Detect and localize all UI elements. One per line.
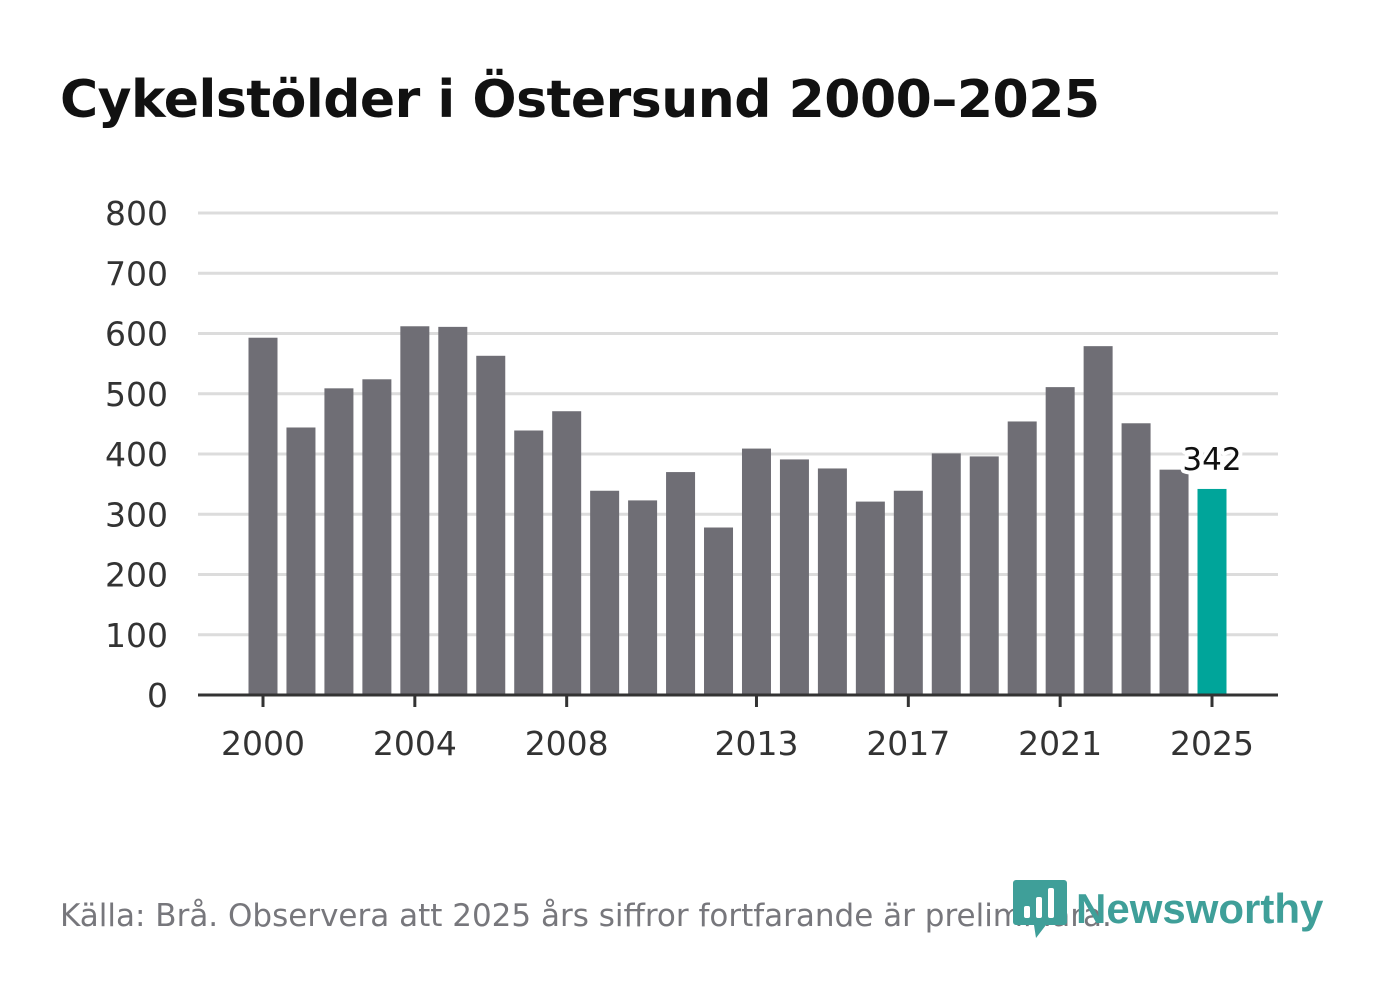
data-label-2025: 342 (1182, 442, 1241, 478)
x-tick-label-2008: 2008 (525, 724, 609, 763)
grid-lines (198, 211, 1278, 637)
bar-2019 (969, 456, 999, 695)
bar-2003 (362, 379, 392, 695)
y-tick-label-700: 700 (105, 254, 168, 293)
bar-2007 (514, 430, 544, 695)
x-axis-ticks: 2000 2004 2008 2013 2017 2021 2025 (221, 695, 1254, 763)
bar-2025 (1197, 488, 1227, 695)
y-tick-label-0: 0 (147, 676, 168, 715)
bar-2016 (855, 501, 885, 695)
bars (248, 326, 1227, 695)
source-note: Källa: Brå. Observera att 2025 års siffr… (60, 898, 1112, 934)
y-tick-label-500: 500 (105, 375, 168, 414)
bar-2010 (628, 500, 658, 695)
bar-2004 (400, 326, 430, 695)
bar-2006 (476, 355, 506, 695)
y-tick-label-400: 400 (105, 435, 168, 474)
bar-2012 (704, 527, 734, 695)
y-axis-ticks: 0 100 200 300 400 500 600 700 800 (105, 194, 168, 715)
y-tick-label-600: 600 (105, 315, 168, 354)
bar-2015 (817, 468, 847, 695)
bar-2002 (324, 388, 354, 695)
bar-2013 (741, 448, 771, 695)
bar-2021 (1045, 387, 1075, 695)
bar-2000 (248, 337, 278, 695)
bar-2024 (1159, 469, 1189, 695)
bar-2014 (779, 459, 809, 695)
x-tick-label-2004: 2004 (373, 724, 457, 763)
bar-2018 (931, 453, 961, 695)
chart-title: Cykelstölder i Östersund 2000–2025 (60, 70, 1100, 130)
bar-2009 (590, 490, 620, 695)
bar-2023 (1121, 423, 1151, 695)
newsworthy-logo-text: Newsworthy (1076, 885, 1324, 932)
newsworthy-logo-icon (1013, 880, 1067, 938)
y-tick-label-100: 100 (105, 616, 168, 655)
data-labels: 342 (1178, 438, 1245, 482)
y-tick-label-200: 200 (105, 556, 168, 595)
x-tick-label-2021: 2021 (1018, 724, 1102, 763)
y-tick-label-800: 800 (105, 194, 168, 233)
x-tick-label-2000: 2000 (221, 724, 305, 763)
bar-2020 (1007, 421, 1037, 695)
newsworthy-logo[interactable]: Newsworthy (1012, 878, 1323, 940)
x-tick-label-2025: 2025 (1170, 724, 1254, 763)
bar-2008 (552, 411, 582, 695)
bar-2022 (1083, 346, 1113, 695)
x-tick-label-2013: 2013 (714, 724, 798, 763)
bar-2001 (286, 427, 316, 695)
bar-2005 (438, 326, 468, 695)
x-tick-label-2017: 2017 (866, 724, 950, 763)
y-tick-label-300: 300 (105, 495, 168, 534)
bar-2011 (666, 472, 696, 695)
bar-2017 (893, 490, 923, 695)
